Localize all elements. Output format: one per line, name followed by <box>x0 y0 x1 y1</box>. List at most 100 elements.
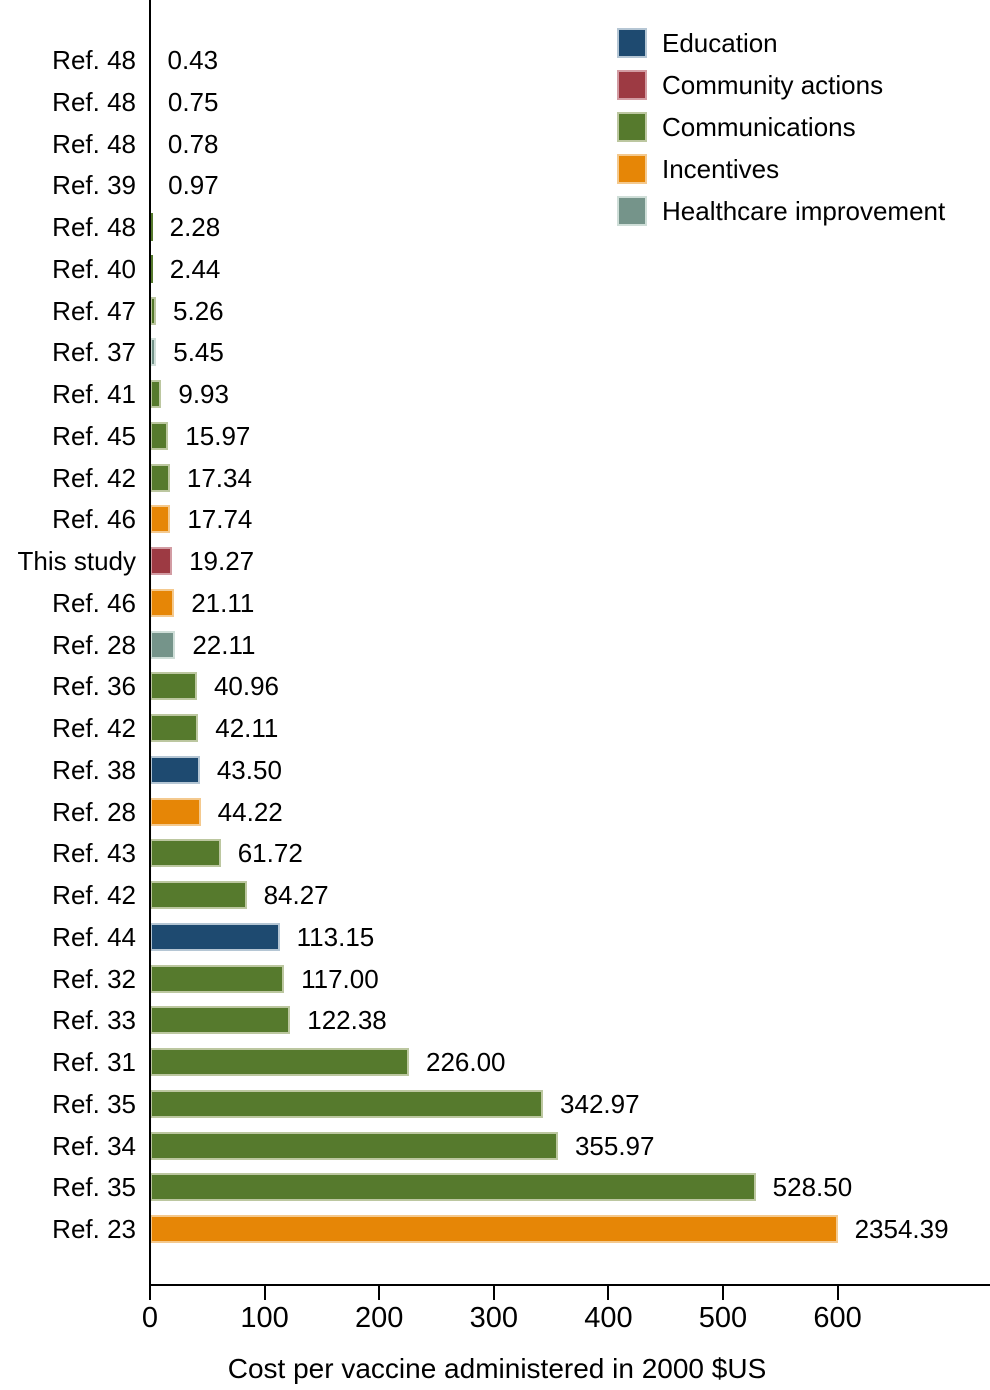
bar-communications <box>150 964 285 993</box>
bar-value-label: 21.11 <box>191 587 255 618</box>
bar-row-label: Ref. 34 <box>52 1130 136 1161</box>
bar-row-label: Ref. 38 <box>52 754 136 785</box>
bar-row-label: Ref. 41 <box>52 379 136 409</box>
bar-communications <box>150 672 197 701</box>
bar-value-label: 355.97 <box>574 1130 655 1161</box>
x-axis-tick <box>149 1284 151 1300</box>
bar-communications <box>150 421 169 450</box>
bar-row-label: Ref. 48 <box>52 212 136 242</box>
bar-value-label: 117.00 <box>301 963 379 994</box>
bar-education <box>150 922 280 951</box>
x-axis-tick <box>607 1284 610 1300</box>
x-axis-tick-label: 200 <box>354 1302 404 1334</box>
bar-value-label: 2354.39 <box>854 1214 949 1244</box>
bar-value-label: 0.78 <box>167 128 219 159</box>
bar-value-label: 84.27 <box>263 880 329 910</box>
bar-row-label: Ref. 35 <box>52 1088 136 1119</box>
bar-value-label: 43.50 <box>216 754 282 785</box>
legend-swatch-education <box>617 28 647 58</box>
bar-row-label: Ref. 42 <box>52 462 136 493</box>
bar-row-label: Ref. 40 <box>52 253 136 284</box>
bar-communications <box>150 1006 291 1035</box>
bar-row-label: Ref. 28 <box>52 796 136 827</box>
bar-value-label: 2.28 <box>169 212 221 242</box>
bar-communications <box>150 463 170 492</box>
legend-swatch-healthcare-improvement <box>617 196 647 226</box>
bar-row-label: Ref. 28 <box>52 629 136 660</box>
bar-incentives <box>150 797 201 826</box>
bar-value-label: 40.96 <box>213 671 280 702</box>
bar-row-label: Ref. 23 <box>52 1214 136 1244</box>
bar-row-label: Ref. 47 <box>52 295 136 326</box>
bar-value-label: 0.75 <box>167 86 219 117</box>
bar-value-label: 19.27 <box>189 546 255 576</box>
bar-row-label: Ref. 32 <box>52 963 136 994</box>
bar-row-label: Ref. 43 <box>52 838 136 869</box>
bar-communications <box>150 881 247 909</box>
x-axis-tick-label: 500 <box>698 1302 748 1334</box>
bar-value-label: 2.44 <box>169 253 221 284</box>
legend-swatch-incentives <box>617 154 647 184</box>
bar-value-label: 61.72 <box>237 838 303 869</box>
bar-communications <box>150 1089 544 1118</box>
bar-healthcare-improvement <box>150 630 176 659</box>
bar-community-actions <box>150 547 173 575</box>
x-axis-tick <box>263 1284 266 1300</box>
bar-row-label: Ref. 48 <box>52 128 136 159</box>
bar-row-label: Ref. 46 <box>52 504 136 535</box>
bar-value-label: 9.93 <box>178 379 229 409</box>
x-axis-tick-label: 0 <box>141 1302 159 1334</box>
legend-label: Communications <box>662 112 856 142</box>
x-axis-line <box>149 1284 990 1286</box>
x-axis-tick-label: 400 <box>584 1302 633 1334</box>
bar-value-label: 226.00 <box>425 1047 506 1077</box>
x-axis-tick-label: 600 <box>813 1302 862 1334</box>
bar-row-label: Ref. 37 <box>52 337 136 368</box>
x-axis-tick <box>492 1284 495 1300</box>
bar-row-label: Ref. 33 <box>52 1005 136 1036</box>
bar-communications <box>150 1131 558 1160</box>
bar-education <box>150 755 200 784</box>
bar-value-label: 17.74 <box>187 504 253 535</box>
bar-incentives <box>150 505 171 534</box>
bar-value-label: 528.50 <box>772 1172 853 1203</box>
bar-row-label: Ref. 39 <box>52 170 136 201</box>
x-axis-tick-label: 300 <box>469 1302 518 1334</box>
bar-communications <box>150 1048 409 1076</box>
bar-value-label: 342.97 <box>560 1088 640 1119</box>
bar-communications <box>150 213 153 241</box>
bar-communications <box>150 254 153 283</box>
bar-value-label: 15.97 <box>185 420 251 451</box>
bar-row-label: Ref. 48 <box>52 45 136 75</box>
legend-label: Healthcare improvement <box>662 196 946 226</box>
bar-row-label: Ref. 31 <box>52 1047 136 1077</box>
bar-communications <box>150 1173 756 1202</box>
bar-value-label: 42.11 <box>215 713 279 743</box>
bar-incentives <box>150 1215 838 1243</box>
bar-communications <box>150 380 162 408</box>
bar-value-label: 5.26 <box>173 295 224 326</box>
bar-row-label: Ref. 44 <box>52 921 136 952</box>
bar-value-label: 5.45 <box>173 337 224 368</box>
legend-label: Education <box>662 28 778 58</box>
legend-label: Incentives <box>662 154 780 184</box>
bar-row-label: Ref. 35 <box>52 1172 136 1203</box>
bar-row-label: Ref. 46 <box>52 587 136 618</box>
x-axis-tick-label: 100 <box>240 1302 289 1334</box>
y-axis-line <box>149 0 151 1285</box>
legend-swatch-community-actions <box>617 70 647 100</box>
bar-value-label: 17.34 <box>186 462 252 493</box>
x-axis-title: Cost per vaccine administered in 2000 $U… <box>227 1353 767 1384</box>
bar-communications <box>150 296 157 325</box>
x-axis-tick <box>836 1284 839 1300</box>
bar-communications <box>150 714 199 742</box>
bar-row-label: Ref. 36 <box>52 671 136 702</box>
bar-value-label: 122.38 <box>307 1005 387 1036</box>
bar-row-label: Ref. 45 <box>52 420 136 451</box>
bar-value-label: 22.11 <box>192 629 256 660</box>
bar-incentives <box>150 588 175 617</box>
bar-row-label: Ref. 42 <box>52 713 136 743</box>
legend-swatch-communications <box>617 112 647 142</box>
bar-row-label: This study <box>17 546 137 576</box>
